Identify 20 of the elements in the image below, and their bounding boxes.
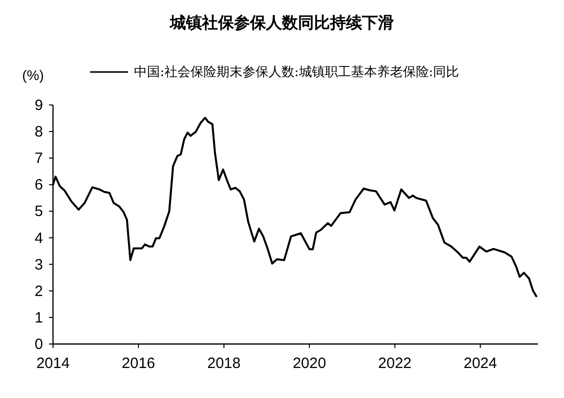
ylabel: (%) — [22, 67, 44, 83]
legend: 中国:社会保险期末参保人数:城镇职工基本养老保险:同比 — [90, 65, 460, 80]
ytick: 8 — [34, 124, 43, 141]
ytick: 3 — [34, 256, 43, 274]
ytick: 9 — [34, 97, 43, 114]
ytick: 7 — [34, 150, 43, 168]
ytick: 1 — [34, 309, 43, 326]
ytick: 0 — [34, 336, 43, 353]
xtick: 2022 — [378, 355, 412, 372]
ytick: 4 — [34, 230, 43, 247]
title: 城镇社保参保人数同比持续下滑 — [170, 15, 394, 32]
legend-label: 中国:社会保险期末参保人数:城镇职工基本养老保险:同比 — [134, 64, 460, 80]
xtick: 2018 — [207, 355, 241, 372]
ytick: 6 — [34, 176, 43, 194]
ytick: 2 — [34, 282, 43, 300]
xtick: 2014 — [36, 355, 70, 372]
xtick: 2024 — [464, 355, 497, 372]
xtick: 2016 — [122, 355, 156, 372]
ytick: 5 — [34, 203, 43, 220]
xtick: 2020 — [292, 355, 326, 372]
